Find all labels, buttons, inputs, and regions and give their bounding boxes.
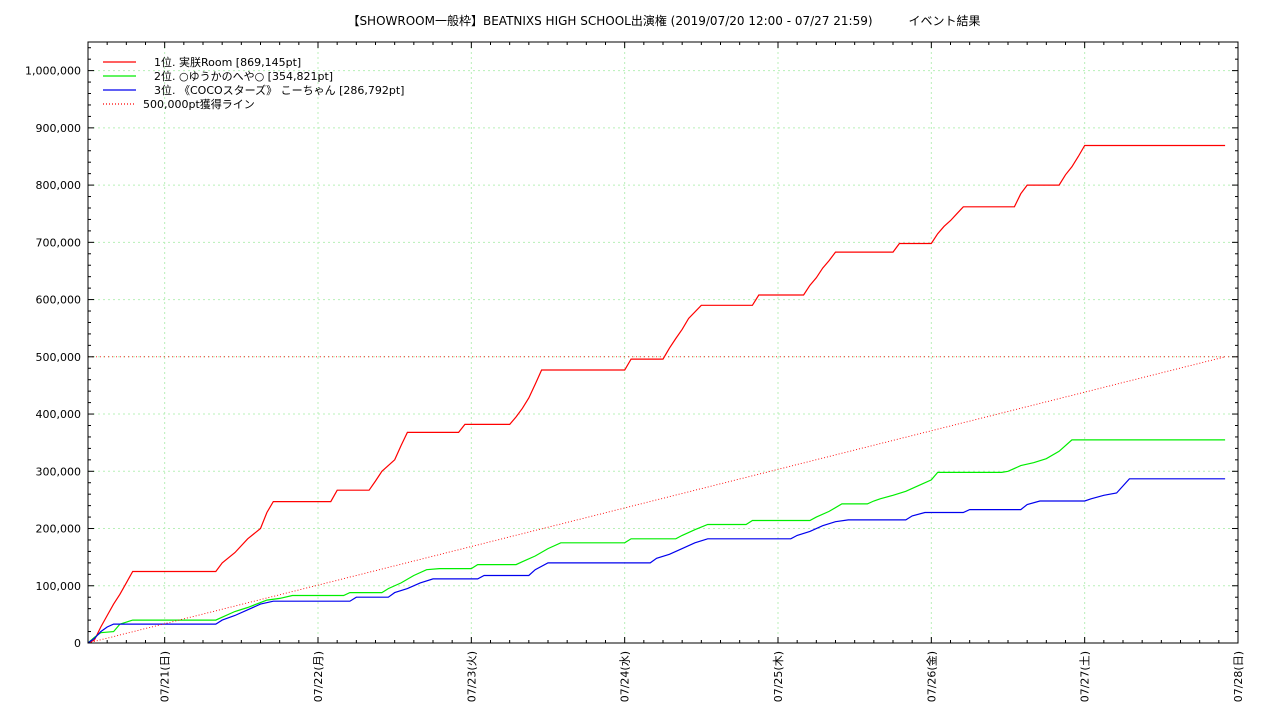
x-tick-label: 07/24(水)	[619, 651, 632, 702]
series-line-4	[87, 356, 1226, 644]
x-tick-label: 07/21(日)	[159, 651, 172, 702]
y-tick-label: 100,000	[36, 580, 82, 593]
legend-label: 3位. 《COCOスターズ》 こーちゃん [286,792pt]	[143, 83, 404, 97]
legend-label: 2位. ○ゆうかのへや○ [354,821pt]	[143, 69, 333, 83]
x-tick-label: 07/27(土)	[1079, 651, 1092, 702]
x-tick-label: 07/23(火)	[465, 651, 478, 702]
x-tick-label: 07/25(木)	[772, 651, 785, 702]
y-tick-label: 900,000	[36, 122, 82, 135]
y-axis: 0 100,000 200,000 300,000 400,000 500,000 600,…	[25, 47, 1238, 650]
y-tick-label: 500,000	[36, 351, 82, 364]
y-tick-label: 600,000	[36, 294, 82, 307]
y-tick-label: 0	[74, 637, 81, 650]
plot-frame	[87, 41, 1239, 644]
chart-title: 【SHOWROOM一般枠】BEATNIXS HIGH SCHOOL出演権 (20…	[347, 13, 980, 28]
chart-legend: 1位. 実朕Room [869,145pt] 2位. ○ゆうかのへや○ [354…	[103, 55, 404, 111]
series-line-1	[87, 144, 1226, 644]
legend-label: 500,000pt獲得ライン	[143, 98, 255, 111]
series-line-2	[87, 439, 1226, 644]
x-axis: 07/21(日) 07/22(月) 07/23(火) 07/24(水) 07/25(木)…	[87, 42, 1245, 702]
y-tick-label: 400,000	[36, 408, 82, 421]
y-tick-label: 200,000	[36, 523, 82, 536]
chart-grid	[88, 42, 1239, 643]
series-line-3	[87, 478, 1226, 644]
y-tick-label: 800,000	[36, 179, 82, 192]
y-tick-label: 700,000	[36, 236, 82, 249]
legend-label: 1位. 実朕Room [869,145pt]	[143, 55, 301, 69]
x-tick-label: 07/26(金)	[924, 651, 938, 702]
y-tick-label: 1,000,000	[25, 65, 81, 78]
y-tick-label: 300,000	[36, 465, 82, 478]
x-tick-label: 07/28(日)	[1232, 651, 1245, 702]
chart-series	[87, 144, 1226, 644]
x-tick-label: 07/22(月)	[312, 651, 325, 702]
